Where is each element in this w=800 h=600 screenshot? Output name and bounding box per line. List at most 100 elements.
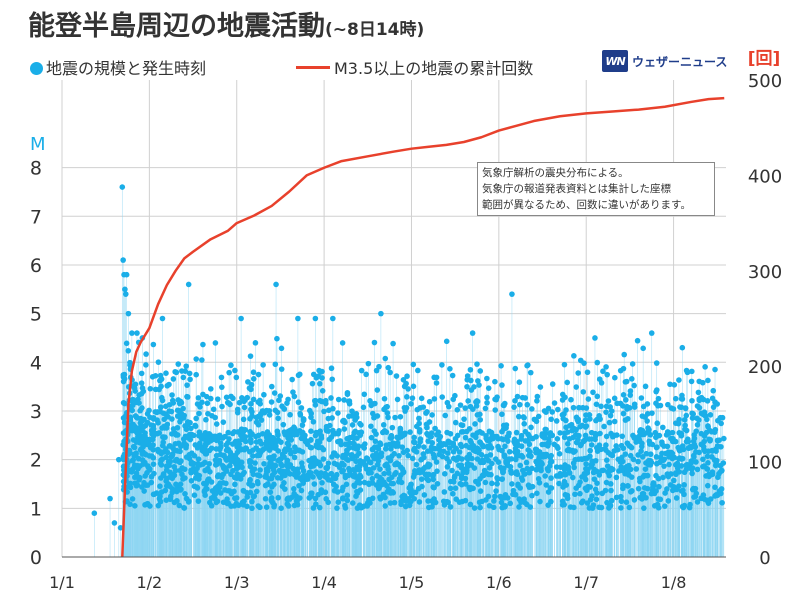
event-dot — [232, 481, 238, 488]
event-dot — [712, 462, 719, 469]
event-dot — [458, 481, 465, 488]
event-dot — [209, 488, 216, 494]
event-dot — [181, 504, 187, 511]
event-dot — [466, 444, 473, 451]
event-dot — [157, 377, 163, 384]
event-dot — [603, 479, 610, 486]
event-dot — [709, 395, 716, 402]
event-dot — [157, 498, 164, 505]
event-dot — [214, 396, 221, 402]
event-dot — [554, 436, 561, 442]
event-dot — [184, 382, 190, 388]
event-dot — [665, 498, 672, 504]
event-dot — [312, 402, 319, 408]
event-dot — [276, 397, 282, 404]
event-dot — [374, 472, 380, 479]
event-dot — [518, 452, 525, 459]
event-dot — [439, 394, 446, 400]
event-dot — [373, 450, 380, 457]
event-dot — [537, 384, 544, 390]
event-dot — [625, 483, 631, 489]
event-dot — [313, 458, 320, 464]
event-dot — [654, 387, 660, 393]
event-dot — [162, 487, 169, 494]
event-dot — [597, 430, 603, 437]
event-dot — [205, 410, 211, 417]
event-dot — [598, 403, 604, 410]
event-dot — [472, 421, 478, 427]
event-dot — [344, 435, 351, 442]
event-dot — [543, 451, 550, 458]
event-dot — [571, 353, 577, 359]
event-dot — [566, 436, 573, 442]
event-dot — [694, 415, 700, 422]
event-dot — [415, 443, 422, 449]
event-dot — [660, 424, 666, 431]
event-dot — [613, 494, 620, 501]
event-dot — [389, 424, 396, 431]
event-dot — [143, 362, 149, 368]
event-dot — [409, 395, 416, 401]
event-dot — [544, 466, 551, 472]
event-dot — [620, 458, 626, 465]
event-dot — [613, 443, 620, 449]
event-dot — [486, 502, 493, 509]
event-dot — [409, 455, 416, 462]
event-dot — [449, 490, 456, 497]
event-dot — [681, 482, 687, 488]
event-dot — [323, 496, 329, 502]
event-dot — [661, 503, 668, 509]
event-dot — [365, 360, 372, 367]
event-dot — [556, 451, 563, 457]
event-dot — [423, 424, 430, 431]
event-dot — [239, 395, 245, 401]
event-dot — [208, 445, 215, 452]
event-dot — [125, 347, 132, 354]
event-dot — [349, 408, 355, 414]
event-dot — [343, 456, 350, 462]
event-dot — [556, 480, 562, 487]
event-dot — [335, 410, 341, 416]
event-dot — [642, 466, 649, 472]
event-dot — [232, 367, 238, 374]
event-dot — [247, 433, 254, 439]
event-dot — [268, 399, 275, 405]
event-dot — [434, 480, 441, 487]
event-dot — [300, 416, 307, 423]
event-dot — [223, 480, 229, 487]
event-dot — [411, 434, 417, 441]
event-dot — [150, 341, 157, 348]
event-dot — [233, 500, 240, 507]
event-dot — [268, 383, 275, 390]
event-dot — [361, 391, 368, 398]
event-dot — [447, 485, 454, 492]
event-dot — [376, 363, 382, 370]
event-dot — [593, 496, 600, 503]
event-dot — [127, 450, 133, 456]
event-dot — [622, 379, 629, 385]
event-dot — [132, 502, 138, 509]
event-dot — [526, 452, 532, 459]
event-dot — [623, 397, 629, 403]
event-dot — [123, 340, 130, 347]
event-dot — [442, 412, 449, 419]
event-dot — [548, 475, 554, 481]
event-dot — [368, 423, 374, 430]
event-dot — [515, 413, 522, 420]
event-dot — [719, 499, 725, 506]
event-dot — [389, 474, 395, 481]
event-dot — [647, 451, 654, 458]
event-dot — [424, 430, 430, 437]
event-dot — [603, 433, 610, 440]
event-dot — [132, 388, 139, 394]
event-dot — [564, 379, 571, 386]
event-dot — [152, 386, 159, 393]
event-dot — [464, 456, 471, 462]
event-dot — [451, 473, 458, 480]
event-dot — [236, 441, 243, 447]
event-dot — [489, 460, 495, 467]
event-dot — [344, 389, 351, 396]
event-dot — [349, 413, 355, 419]
event-dot — [382, 503, 388, 509]
